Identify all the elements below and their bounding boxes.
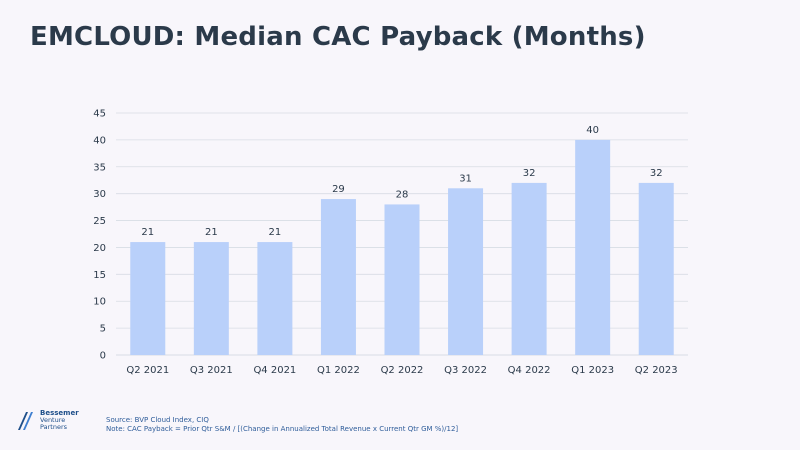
y-tick-label: 35 (93, 162, 106, 173)
logo-line-1: Bessemer (40, 409, 79, 417)
bar-chart: 0 5 10 15 20 25 30 35 40 45 21 Q2 2021 21 Q3 2021 21 Q4… (93, 109, 688, 376)
data-label: 21 (141, 227, 154, 238)
source-note: Source: BVP Cloud Index, CIQ (106, 416, 209, 424)
y-tick-label: 0 (100, 351, 106, 362)
bar (638, 182, 674, 355)
bar (130, 242, 166, 355)
page-title: EMCLOUD: Median CAC Payback (Months) (30, 22, 646, 52)
bessemer-logo-icon (18, 412, 33, 430)
logo-line-2: Venture (40, 416, 66, 424)
bar (575, 139, 611, 355)
y-tick-label: 40 (93, 135, 106, 146)
data-label: 21 (205, 227, 218, 238)
data-label: 32 (523, 168, 536, 179)
y-tick-label: 15 (93, 270, 106, 281)
y-tick-label: 5 (100, 324, 106, 335)
y-tick-label: 45 (93, 109, 106, 120)
x-tick-label: Q3 2022 (444, 365, 487, 376)
data-label: 40 (586, 125, 599, 136)
y-tick-label: 25 (93, 216, 106, 227)
x-tick-label: Q1 2023 (571, 365, 614, 376)
data-label: 28 (396, 189, 409, 200)
y-tick-label: 30 (93, 189, 106, 200)
x-tick-label: Q3 2021 (190, 365, 233, 376)
logo-line-3: Partners (40, 423, 68, 431)
company-logo: Bessemer Venture Partners (16, 410, 79, 432)
bar (257, 242, 293, 355)
bar (320, 199, 356, 355)
x-tick-label: Q4 2022 (508, 365, 551, 376)
formula-note: Note: CAC Payback = Prior Qtr S&M / [(Ch… (106, 425, 459, 433)
data-label: 21 (269, 227, 282, 238)
footnotes: Source: BVP Cloud Index, CIQ Note: CAC P… (106, 416, 458, 434)
data-label: 31 (459, 173, 472, 184)
x-tick-label: Q1 2022 (317, 365, 360, 376)
x-tick-label: Q2 2022 (381, 365, 424, 376)
x-tick-label: Q4 2021 (253, 365, 296, 376)
data-label: 32 (650, 168, 663, 179)
y-tick-label: 20 (93, 243, 106, 254)
bar (511, 182, 547, 355)
bar (193, 242, 229, 355)
bar (448, 188, 484, 355)
data-label: 29 (332, 184, 345, 195)
y-tick-label: 10 (93, 297, 106, 308)
x-tick-label: Q2 2023 (635, 365, 678, 376)
bar (384, 204, 420, 355)
x-tick-label: Q2 2021 (126, 365, 169, 376)
